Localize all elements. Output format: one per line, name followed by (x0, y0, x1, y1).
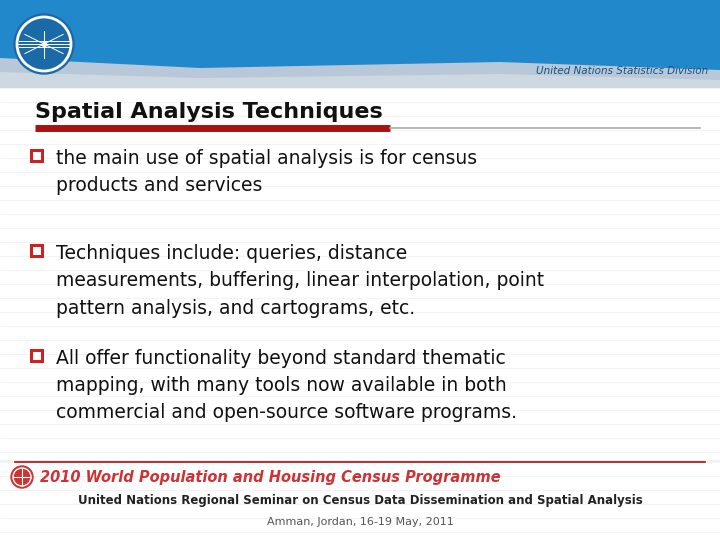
Bar (0, 0, 720, 88)
Bar (0, 88, 720, 460)
Circle shape (14, 14, 74, 74)
Bar (33, 247, 41, 255)
Text: Techniques include: queries, distance
measurements, buffering, linear interpolat: Techniques include: queries, distance me… (56, 244, 544, 318)
Text: All offer functionality beyond standard thematic
mapping, with many tools now av: All offer functionality beyond standard … (56, 349, 517, 422)
Bar (33, 152, 41, 160)
Text: Spatial Analysis Techniques: Spatial Analysis Techniques (35, 102, 383, 122)
Circle shape (11, 466, 33, 488)
Bar (33, 352, 41, 360)
Text: United Nations Regional Seminar on Census Data Dissemination and Spatial Analysi: United Nations Regional Seminar on Censu… (78, 494, 642, 507)
Text: United Nations Statistics Division: United Nations Statistics Division (536, 66, 708, 76)
Bar (30, 149, 44, 163)
Polygon shape (0, 58, 720, 88)
Text: 2010 World Population and Housing Census Programme: 2010 World Population and Housing Census… (40, 470, 500, 485)
Bar (0, 462, 720, 540)
Text: the main use of spatial analysis is for census
products and services: the main use of spatial analysis is for … (56, 149, 477, 195)
Polygon shape (0, 72, 720, 88)
Text: Amman, Jordan, 16-19 May, 2011: Amman, Jordan, 16-19 May, 2011 (266, 517, 454, 527)
Bar (30, 244, 44, 258)
Bar (30, 349, 44, 363)
